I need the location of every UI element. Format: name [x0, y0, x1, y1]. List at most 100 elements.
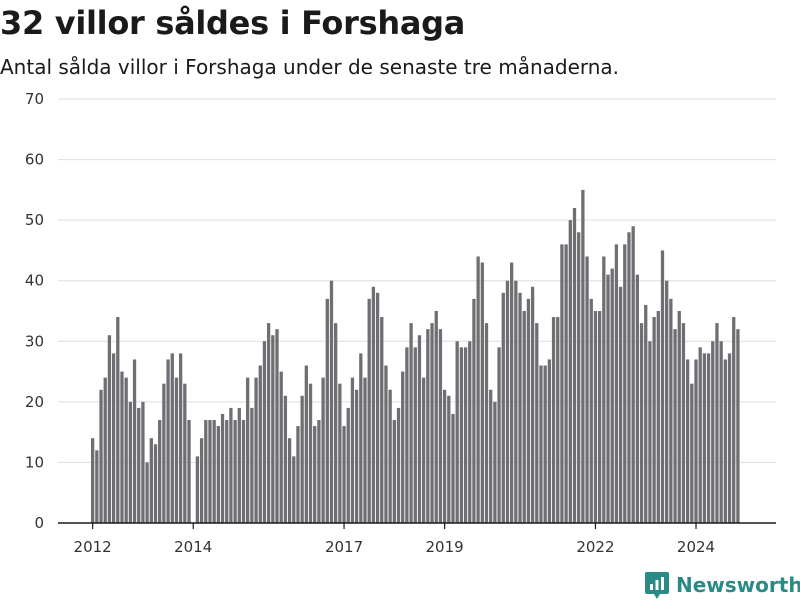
bar	[103, 377, 107, 523]
bar	[417, 335, 422, 523]
chart-subtitle: Antal sålda villor i Forshaga under de s…	[0, 55, 620, 79]
bar	[673, 329, 677, 523]
bar	[145, 462, 149, 523]
bar	[618, 286, 623, 523]
bar	[325, 298, 329, 523]
bar	[375, 292, 380, 523]
bar	[128, 401, 133, 523]
bar	[535, 323, 539, 523]
bar	[208, 420, 212, 523]
bar	[354, 389, 359, 523]
y-tick-label: 60	[25, 151, 44, 169]
brand-name: Newsworthy	[676, 573, 800, 597]
bar	[510, 262, 514, 523]
bar	[271, 335, 275, 523]
bar	[602, 256, 606, 523]
bar	[313, 426, 317, 523]
bar	[350, 377, 355, 523]
bar	[727, 353, 732, 523]
bar	[124, 377, 128, 523]
bar	[719, 341, 723, 523]
bar	[287, 438, 292, 523]
bar	[304, 365, 308, 523]
bar	[459, 347, 464, 523]
x-tick-label: 2022	[576, 538, 614, 556]
bar	[275, 329, 279, 523]
bar	[639, 323, 644, 523]
bar	[212, 420, 216, 523]
bar	[380, 317, 384, 523]
bar	[711, 341, 715, 523]
x-tick-label: 2024	[677, 538, 715, 556]
bar	[476, 256, 480, 523]
bar	[300, 395, 304, 523]
bar	[564, 244, 568, 523]
bar	[736, 329, 740, 523]
bar	[178, 353, 183, 523]
bar	[702, 353, 707, 523]
bar	[199, 438, 204, 523]
bar	[447, 395, 451, 523]
bar	[551, 317, 556, 523]
bar	[153, 444, 158, 523]
bar	[187, 420, 191, 523]
bar	[589, 298, 593, 523]
bar	[505, 280, 510, 523]
bar	[292, 456, 296, 523]
bar	[363, 377, 367, 523]
bar	[107, 335, 112, 523]
bar	[346, 407, 350, 523]
bar	[283, 395, 288, 523]
bar	[405, 347, 409, 523]
data-labels: 32	[735, 0, 757, 5]
y-tick-label: 10	[25, 453, 44, 471]
y-tick-label: 70	[25, 90, 44, 108]
x-tick-label: 2017	[325, 538, 363, 556]
bar	[706, 353, 711, 523]
bar	[342, 426, 346, 523]
bar	[204, 420, 208, 523]
bar	[149, 438, 153, 523]
bar	[229, 407, 233, 523]
y-tick-label: 40	[25, 272, 44, 290]
bar	[732, 317, 736, 523]
bar	[451, 413, 455, 523]
bar	[195, 456, 200, 523]
bar	[396, 407, 401, 523]
bar	[233, 420, 237, 523]
bar	[572, 208, 577, 523]
bar	[497, 347, 501, 523]
bar	[648, 341, 652, 523]
bar	[220, 413, 225, 523]
bar	[91, 438, 95, 523]
bar	[170, 353, 174, 523]
bar	[660, 250, 665, 523]
bar	[116, 317, 120, 523]
bar	[401, 371, 405, 523]
bar	[338, 383, 342, 523]
bar	[241, 420, 246, 523]
bar	[530, 286, 535, 523]
bar	[162, 383, 166, 523]
bar	[581, 189, 585, 523]
bar	[250, 407, 254, 523]
bar	[681, 323, 686, 523]
bar	[644, 304, 648, 523]
bar	[652, 317, 656, 523]
x-tick-label: 2014	[174, 538, 212, 556]
bar	[543, 365, 547, 523]
bar	[442, 389, 447, 523]
bar	[518, 292, 522, 523]
bar	[132, 359, 137, 523]
bar	[698, 347, 702, 523]
bar	[606, 274, 610, 523]
bar	[329, 280, 334, 523]
bar	[246, 377, 250, 523]
bar	[690, 383, 694, 523]
bar	[111, 353, 116, 523]
bar	[484, 323, 489, 523]
bar	[614, 244, 619, 523]
bar	[158, 420, 162, 523]
bar	[262, 341, 267, 523]
bar	[522, 311, 526, 523]
